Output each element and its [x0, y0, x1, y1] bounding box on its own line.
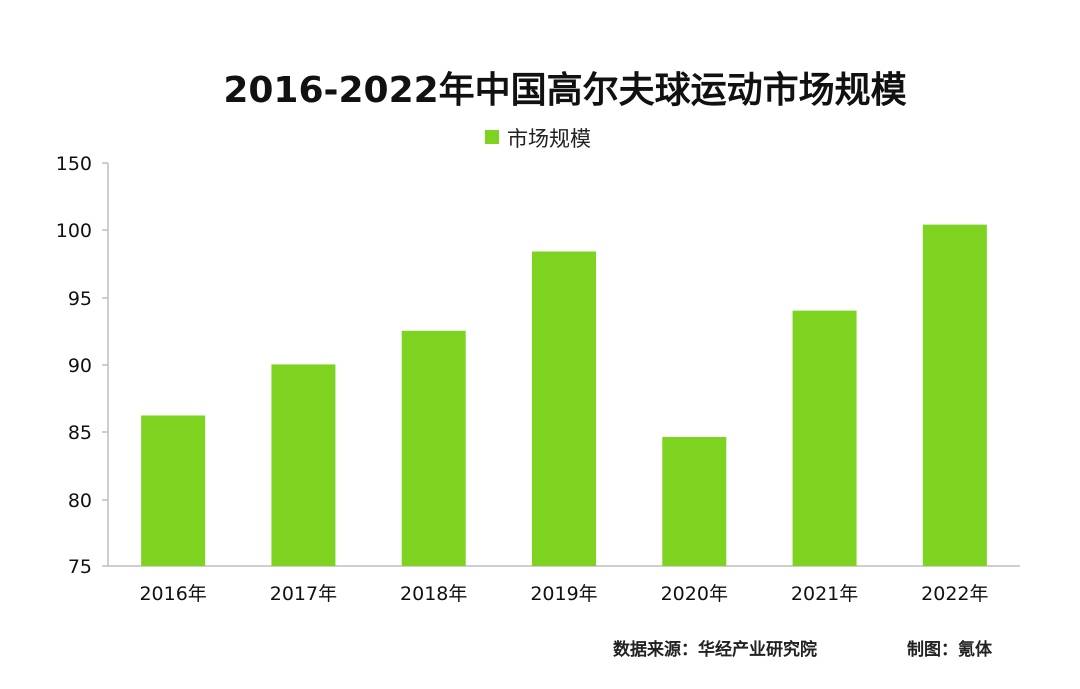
y-tick-label: 75 [68, 556, 92, 578]
y-axis: 150 100 95 90 85 80 75 [56, 153, 109, 578]
legend-swatch [485, 130, 499, 144]
bars [141, 224, 987, 566]
y-tick-label: 95 [68, 288, 92, 310]
x-tick-label: 2021年 [791, 583, 858, 605]
x-tick-label: 2018年 [400, 583, 467, 605]
x-tick-label: 2020年 [661, 583, 728, 605]
bar [532, 251, 596, 566]
y-tick-label: 85 [68, 422, 92, 444]
x-axis: 2016年 2017年 2018年 2019年 2020年 2021年 2022年 [108, 565, 1020, 605]
bar [141, 415, 206, 566]
chart-title: 2016-2022年中国高尔夫球运动市场规模 [223, 70, 906, 111]
y-tick-label: 90 [68, 355, 92, 377]
legend-label: 市场规模 [507, 127, 591, 151]
bar [792, 310, 857, 566]
legend: 市场规模 [485, 127, 591, 151]
x-tick-label: 2022年 [921, 583, 988, 605]
y-tick-label: 80 [68, 490, 92, 512]
bar [271, 364, 336, 566]
footer-credit: 制图：氪体 [907, 639, 993, 660]
x-tick-label: 2019年 [530, 583, 597, 605]
bar [922, 224, 987, 566]
y-tick-label: 100 [56, 220, 92, 242]
x-tick-label: 2017年 [270, 583, 337, 605]
footer-source: 数据来源：华经产业研究院 [613, 639, 817, 660]
bar [662, 436, 727, 566]
bar [401, 330, 466, 566]
x-tick-label: 2016年 [139, 583, 206, 605]
y-tick-label: 150 [56, 153, 92, 175]
